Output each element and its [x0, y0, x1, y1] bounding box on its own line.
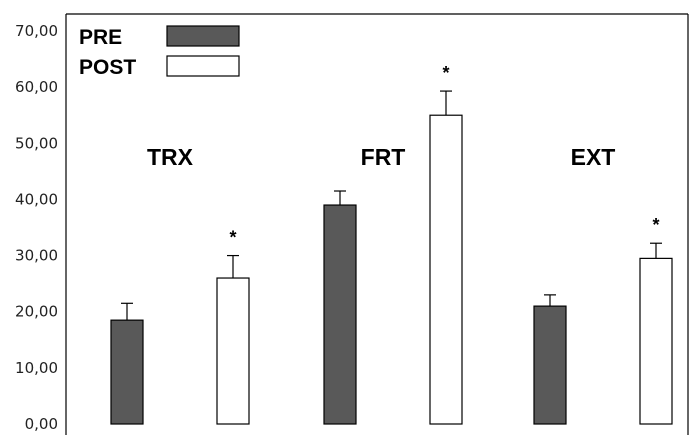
legend: PRE POST [79, 25, 240, 79]
bar-pre-ext [533, 305, 567, 425]
category-labels: TRX FRT EXT [147, 144, 615, 170]
y-tick-label: 20,00 [15, 303, 58, 321]
legend-label-pre: PRE [79, 26, 122, 49]
legend-swatch-pre [166, 25, 240, 47]
bar-pre-trx [110, 319, 144, 425]
y-tick-label: 50,00 [15, 134, 58, 152]
y-axis-ticks: 0,00 10,00 20,00 30,00 40,00 50,00 60,00 70,00 [15, 22, 58, 433]
axes [65, 13, 689, 435]
legend-label-post: POST [79, 56, 136, 79]
y-tick-label: 30,00 [15, 247, 58, 265]
bar-pre-frt [323, 204, 357, 425]
category-label-frt: FRT [361, 144, 406, 170]
y-tick-label: 40,00 [15, 190, 58, 208]
y-tick-label: 10,00 [15, 359, 58, 377]
error-bars [121, 90, 662, 321]
significance-markers: * * * [229, 63, 659, 247]
bar-post-ext [639, 257, 673, 425]
significance-star-trx: * [229, 228, 236, 248]
significance-star-ext: * [652, 215, 659, 235]
bar-post-frt [429, 114, 463, 425]
legend-swatch-post [166, 55, 240, 77]
y-tick-label: 70,00 [15, 22, 58, 40]
y-tick-label: 60,00 [15, 78, 58, 96]
significance-star-frt: * [442, 63, 449, 83]
category-label-ext: EXT [571, 144, 616, 170]
y-tick-label: 0,00 [25, 415, 58, 433]
bar-post-trx [216, 277, 250, 425]
category-label-trx: TRX [147, 144, 194, 170]
bars [110, 114, 673, 425]
